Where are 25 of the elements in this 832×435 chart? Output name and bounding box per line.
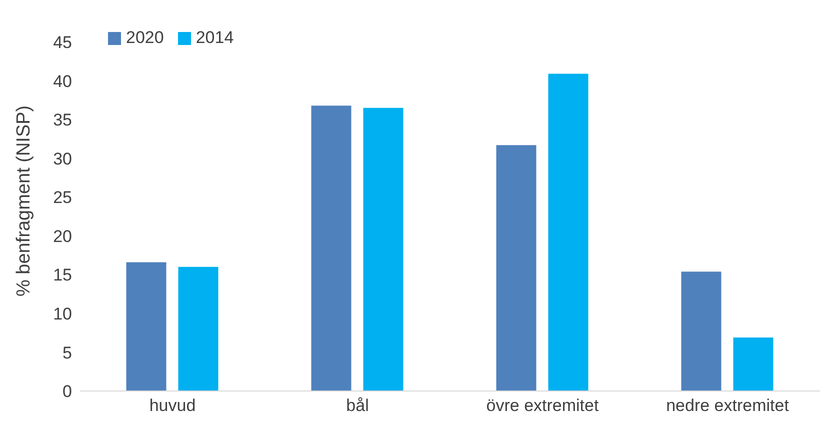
y-tick-label: 30 [53,149,72,168]
y-tick-label: 25 [53,188,72,208]
legend-label: 2020 [125,28,164,48]
x-tick-label: bål [346,396,369,416]
bar [548,74,588,391]
y-tick-label: 35 [53,110,72,130]
x-tick-label: huvud [149,396,196,416]
bar [733,337,774,391]
bar [681,272,722,391]
y-tick-label: 20 [53,226,72,246]
y-tick-label: 0 [62,382,72,402]
bar [126,262,166,391]
x-tick-label: nedre extremitet [666,396,790,416]
bar [311,106,352,391]
bar [178,266,218,391]
y-tick-label: 10 [53,304,72,324]
y-tick-label: 15 [53,266,72,285]
legend-label: 2014 [194,28,234,48]
bar [363,108,404,391]
x-tick-label: övre extremitet [486,396,599,416]
bar [496,145,536,391]
y-tick-label: 5 [62,343,72,362]
y-axis-title: % benfragment (NISP) [14,105,35,296]
y-tick-label: 45 [53,33,72,52]
y-tick-label: 40 [53,72,72,91]
